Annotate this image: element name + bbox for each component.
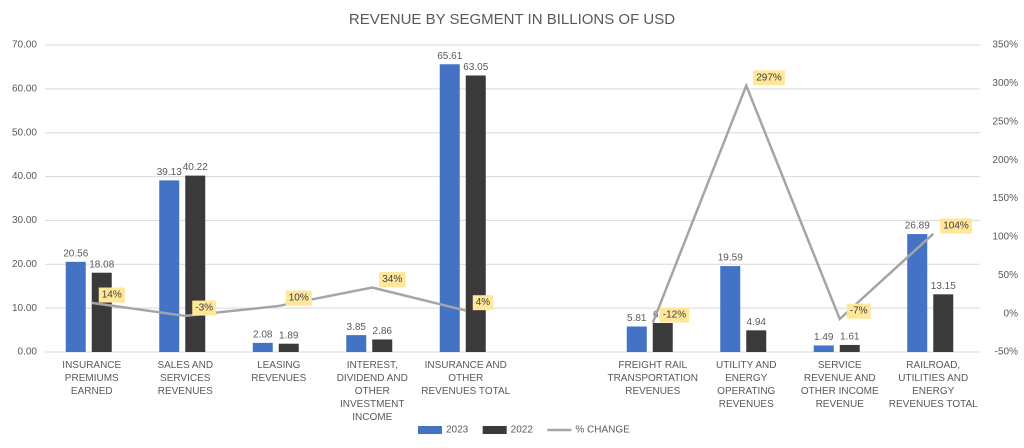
label-box xyxy=(472,295,494,311)
y2-tick-label: 50% xyxy=(998,270,1018,281)
x-tick-label: INTEREST, DIVIDEND AND OTHER INVESTMENT … xyxy=(336,360,408,423)
y2-tick-label: 150% xyxy=(992,193,1018,204)
bar-value-label: 18.08 xyxy=(89,259,114,270)
bar xyxy=(159,180,180,352)
y-tick-label: 50.00 xyxy=(12,127,37,138)
bar xyxy=(65,261,86,352)
x-tick-label: RAILROAD, UTILITIES AND ENERGY REVENUES … xyxy=(888,360,978,410)
legend-label: 2023 xyxy=(446,425,469,436)
line-value-label-group: 104% xyxy=(940,218,972,234)
y-tick-label: 0.00 xyxy=(18,347,38,358)
label-box xyxy=(98,287,125,303)
line-series xyxy=(651,82,935,324)
x-tick-label: SERVICE REVENUE AND OTHER INCOME REVENUE xyxy=(800,360,879,410)
bar-value-label: 13.15 xyxy=(931,281,956,292)
bar-value-label: 20.56 xyxy=(63,248,88,259)
legend-swatch xyxy=(482,426,507,434)
bar-value-label: 3.85 xyxy=(347,322,367,333)
line-value-label: -7% xyxy=(850,306,868,317)
bar-value-label: 40.22 xyxy=(183,162,208,173)
bar xyxy=(839,344,860,352)
bar-value-label: 1.61 xyxy=(840,332,860,343)
y-tick-label: 20.00 xyxy=(12,259,37,270)
bar xyxy=(346,335,367,352)
line-value-label-group: -12% xyxy=(659,307,690,323)
bar xyxy=(372,339,393,352)
line-value-label: 104% xyxy=(943,220,969,231)
line-value-label: 10% xyxy=(289,293,309,304)
bar xyxy=(907,234,928,352)
bar-value-label: 63.05 xyxy=(463,62,488,73)
x-tick-label: INSURANCE AND OTHER REVENUES TOTAL xyxy=(421,360,511,397)
bar-value-label: 4.94 xyxy=(747,317,767,328)
y2-tick-label: 250% xyxy=(992,116,1018,127)
bar-value-label: 26.89 xyxy=(905,221,930,232)
label-box xyxy=(753,70,785,86)
line-value-label: 4% xyxy=(476,297,491,308)
label-box xyxy=(940,218,972,234)
line-value-label: -3% xyxy=(195,303,213,314)
bar xyxy=(91,272,112,352)
y-tick-label: 40.00 xyxy=(12,171,37,182)
bar-value-label: 2.86 xyxy=(373,326,393,337)
line-value-label: 14% xyxy=(102,290,122,301)
line-value-label-group: 34% xyxy=(379,272,406,288)
x-tick-label: UTILITY AND ENERGY OPERATING REVENUES xyxy=(716,360,777,410)
line-value-label: -12% xyxy=(663,309,686,320)
line-value-label-group: -3% xyxy=(192,300,217,316)
x-tick-label: LEASING REVENUES xyxy=(251,360,307,384)
bar xyxy=(933,294,954,352)
bar xyxy=(465,75,486,352)
y2-tick-label: 200% xyxy=(992,155,1018,166)
label-box xyxy=(379,272,406,288)
line-value-label: 34% xyxy=(382,274,402,285)
y-tick-label: 30.00 xyxy=(12,215,37,226)
line-value-label-group: 4% xyxy=(472,295,494,311)
x-tick-label: FREIGHT RAIL TRANSPORTATION REVENUES xyxy=(607,360,699,397)
bar xyxy=(439,64,460,352)
label-box xyxy=(285,290,312,306)
bar xyxy=(720,266,741,352)
x-tick-label: SALES AND SERVICES REVENUES xyxy=(157,360,214,397)
y2-tick-label: 100% xyxy=(992,232,1018,243)
x-tick-label: INSURANCE PREMIUMS EARNED xyxy=(62,360,122,397)
bar-value-label: 39.13 xyxy=(157,167,182,178)
bar-value-label: 1.49 xyxy=(814,332,834,343)
y-tick-label: 70.00 xyxy=(12,40,37,51)
bar-value-label: 2.08 xyxy=(253,330,273,341)
y2-tick-label: 350% xyxy=(992,40,1018,51)
label-box xyxy=(659,307,690,323)
y2-tick-label: 300% xyxy=(992,78,1018,89)
bar xyxy=(746,330,767,352)
bar xyxy=(626,326,647,352)
line-value-label-group: -7% xyxy=(846,303,871,319)
bar xyxy=(278,343,299,352)
chart-title: REVENUE BY SEGMENT IN BILLIONS OF USD xyxy=(349,11,675,28)
line-value-label-group: 297% xyxy=(753,70,785,86)
bar-value-label: 19.59 xyxy=(718,253,743,264)
y-tick-label: 60.00 xyxy=(12,83,37,94)
bar xyxy=(813,345,834,352)
y2-tick-label: -50% xyxy=(995,347,1018,358)
line-value-label: 297% xyxy=(756,72,782,83)
bar-value-label: 65.61 xyxy=(437,51,462,62)
bar xyxy=(652,323,673,352)
label-box xyxy=(846,303,871,319)
legend-label: 2022 xyxy=(511,425,534,436)
label-box xyxy=(192,300,217,316)
legend-label: % CHANGE xyxy=(575,425,630,436)
y-tick-label: 10.00 xyxy=(12,303,37,314)
bar-value-label: 5.81 xyxy=(627,313,647,324)
line-series xyxy=(91,286,467,318)
line-value-label-group: 14% xyxy=(98,287,125,303)
bar xyxy=(252,342,273,352)
line-value-label-group: 10% xyxy=(285,290,312,306)
y2-tick-label: 0% xyxy=(1004,308,1019,319)
legend-swatch xyxy=(418,426,442,434)
bar xyxy=(185,175,206,352)
bar-value-label: 1.89 xyxy=(279,330,299,341)
